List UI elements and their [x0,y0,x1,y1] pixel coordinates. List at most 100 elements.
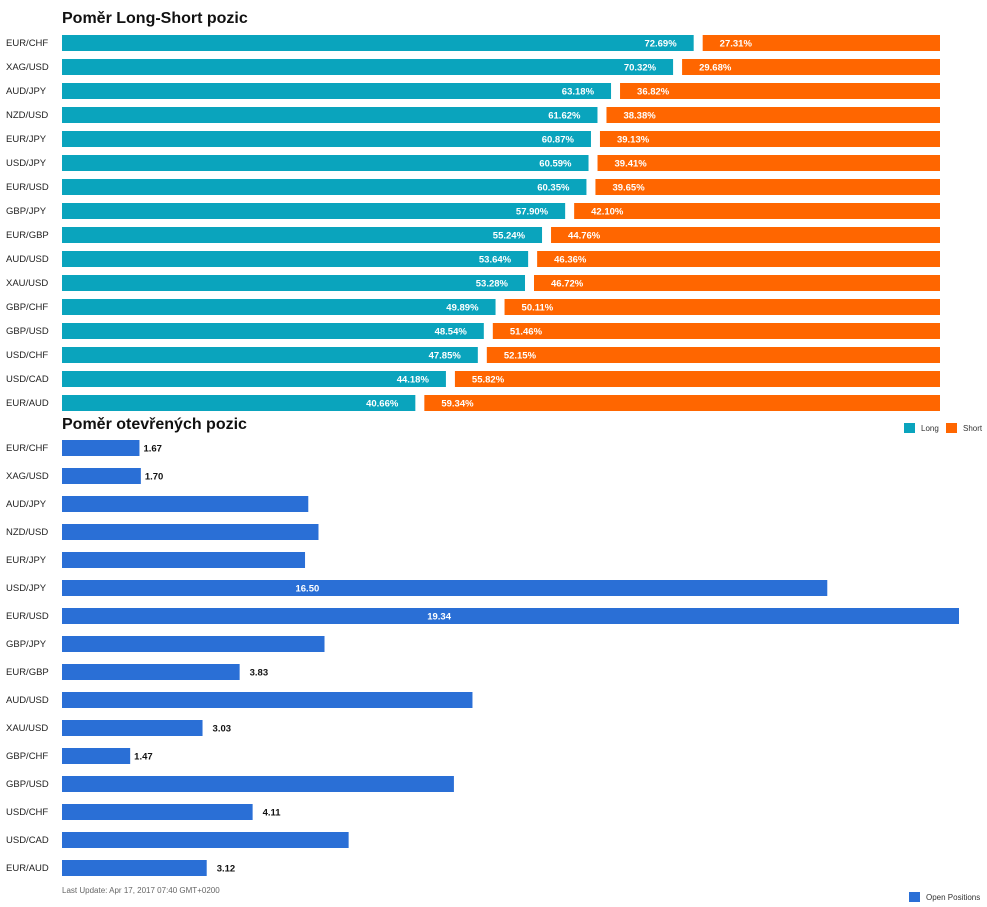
short-value-label: 51.46% [510,327,543,338]
ls-category-label: EUR/AUD [6,398,49,409]
short-bar [620,83,940,99]
ls-category-label: AUD/JPY [6,86,47,97]
short-bar [486,347,940,363]
long-bar [62,35,694,51]
short-bar [551,227,940,243]
legend-open-positions: Open Positions [909,892,980,902]
legend-long-swatch [904,423,915,433]
long-short-chart-title: Poměr Long-Short pozic [62,10,248,27]
open-positions-chart-title: Poměr otevřených pozic [62,416,247,433]
ls-category-label: GBP/JPY [6,206,47,217]
short-value-label: 29.68% [699,63,732,74]
open-positions-value-label: 3.03 [213,724,232,735]
op-category-label: USD/JPY [6,583,47,594]
open-positions-bar [62,832,349,848]
long-value-label: 60.87% [542,135,575,146]
short-bar [454,371,940,387]
open-positions-bar [62,608,959,624]
long-value-label: 47.85% [429,351,462,362]
short-value-label: 50.11% [522,303,554,314]
long-bar [62,371,446,387]
open-positions-bar [62,748,131,764]
ls-category-label: XAU/USD [6,278,48,289]
open-positions-bar [62,860,207,876]
short-bar [574,203,940,219]
short-value-label: 27.31% [720,39,753,50]
long-bar [62,155,589,171]
long-value-label: 49.89% [446,303,479,314]
long-value-label: 48.54% [435,327,468,338]
long-bar [62,347,478,363]
op-category-label: XAU/USD [6,723,48,734]
op-category-label: USD/CHF [6,807,48,818]
long-bar [62,227,543,243]
short-bar [424,395,940,411]
long-bar [62,323,484,339]
open-positions-bar [62,664,240,680]
long-value-label: 60.35% [537,183,570,194]
legend-open-positions-label: Open Positions [926,892,981,902]
open-positions-bar [62,552,306,568]
short-bar [595,179,940,195]
op-category-label: USD/CAD [6,835,49,846]
long-bar [62,275,526,291]
long-value-label: 72.69% [644,39,677,50]
ls-category-label: GBP/CHF [6,302,48,313]
short-value-label: 59.34% [441,399,474,410]
short-bar [606,107,940,123]
legend-short-label: Short [963,423,983,433]
ls-category-label: EUR/USD [6,182,49,193]
ls-category-label: XAG/USD [6,62,49,73]
open-positions-value-label: 3.83 [250,668,269,679]
long-bar [62,59,674,75]
short-value-label: 39.41% [615,159,648,170]
short-value-label: 38.38% [623,111,656,122]
open-positions-bar [62,468,141,484]
long-bar [62,203,566,219]
long-value-label: 60.59% [539,159,572,170]
ls-category-label: NZD/USD [6,110,48,121]
op-category-label: EUR/CHF [6,443,48,454]
ls-category-label: AUD/USD [6,254,49,265]
op-category-label: NZD/USD [6,527,48,538]
open-positions-bar [62,636,325,652]
op-category-label: GBP/JPY [6,639,47,650]
open-positions-bar [62,440,140,456]
legend-short: Short [946,423,982,433]
legend-long-label: Long [921,423,939,433]
long-bar [62,395,416,411]
long-value-label: 53.28% [476,279,509,290]
open-positions-value-label: 16.50 [295,584,319,595]
ls-category-label: EUR/GBP [6,230,49,241]
ls-category-label: USD/CHF [6,350,48,361]
legend-open-positions-swatch [909,892,920,902]
ls-category-label: USD/JPY [6,158,47,169]
long-bar [62,251,529,267]
short-bar [537,251,940,267]
open-positions-value-label: 4.11 [263,808,282,819]
short-value-label: 55.82% [472,375,505,386]
op-category-label: GBP/CHF [6,751,48,762]
long-value-label: 61.62% [548,111,581,122]
open-positions-value-label: 1.70 [145,472,164,483]
ls-category-label: EUR/CHF [6,38,48,49]
open-positions-bar [62,580,828,596]
open-positions-bar [62,804,253,820]
open-positions-value-label: 3.12 [217,864,236,875]
op-category-label: AUD/JPY [6,499,47,510]
short-value-label: 46.72% [551,279,584,290]
short-value-label: 44.76% [568,231,601,242]
long-bar [62,107,598,123]
legend-short-swatch [946,423,957,433]
short-bar [599,131,940,147]
long-bar [62,299,496,315]
open-positions-value-label: 1.67 [143,444,162,455]
open-positions-bar [62,720,203,736]
last-update-text: Last Update: Apr 17, 2017 07:40 GMT+0200 [62,886,220,895]
op-category-label: AUD/USD [6,695,49,706]
legend-long: Long [904,423,939,433]
open-positions-bar [62,524,319,540]
op-category-label: EUR/GBP [6,667,49,678]
op-category-label: EUR/JPY [6,555,47,566]
